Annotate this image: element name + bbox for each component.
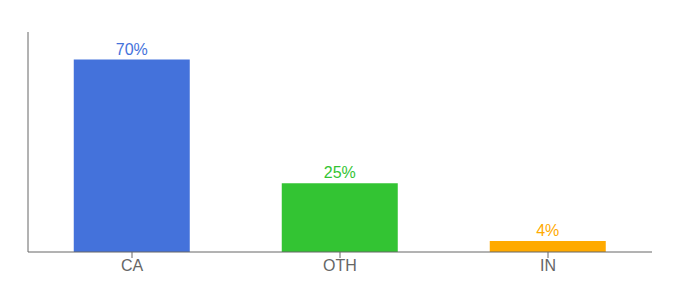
svg-text:70%: 70%	[116, 41, 148, 58]
svg-text:IN: IN	[540, 257, 556, 274]
svg-text:OTH: OTH	[323, 257, 357, 274]
svg-text:25%: 25%	[324, 164, 356, 181]
svg-text:4%: 4%	[536, 222, 559, 239]
svg-text:CA: CA	[121, 257, 144, 274]
